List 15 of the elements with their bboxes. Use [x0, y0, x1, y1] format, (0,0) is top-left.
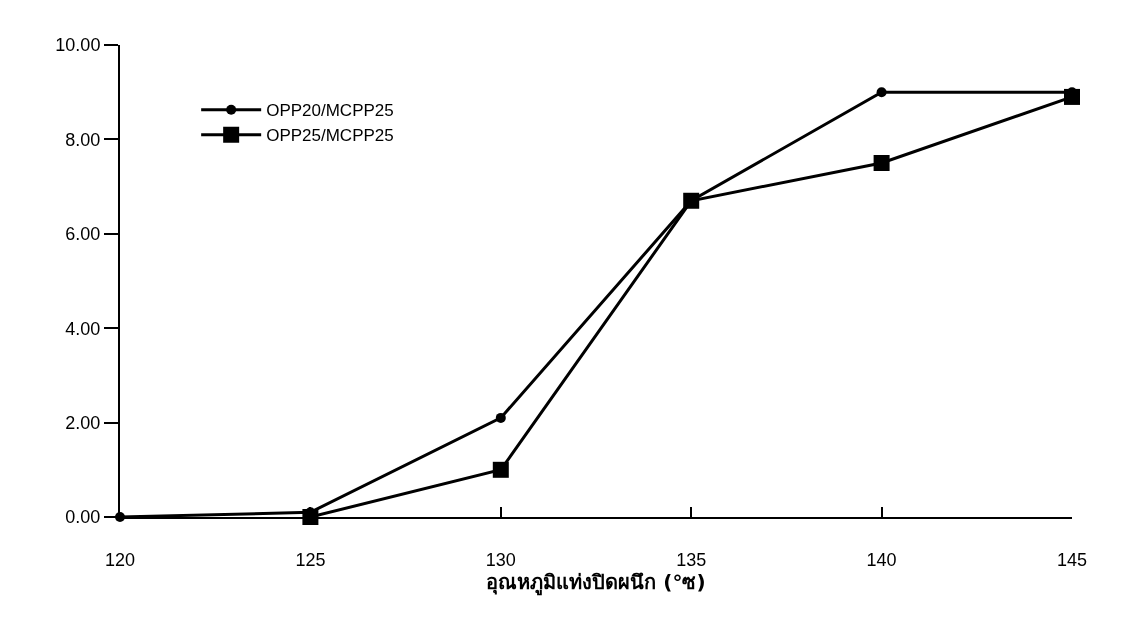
legend-label: OPP20/MCPP25 [266, 101, 394, 121]
x-tick-label: 130 [485, 549, 516, 570]
x-axis-title: อุณหภูมิแท่งปิดผนึก (°ซ) [486, 569, 706, 596]
y-tick-label: 6.00 [65, 224, 101, 245]
y-tick-label: 8.00 [65, 129, 101, 150]
x-tick-label: 120 [104, 549, 136, 570]
x-tick-label: 135 [676, 549, 707, 570]
x-tick-label: 140 [866, 549, 897, 570]
legend-label: OPP25/MCPP25 [266, 126, 394, 146]
y-tick-label: 2.00 [65, 412, 101, 433]
y-tick-label: 4.00 [65, 318, 101, 339]
y-tick-label: 0.00 [65, 507, 101, 528]
x-tick-label: 125 [295, 549, 326, 570]
x-tick-label: 145 [1056, 549, 1088, 570]
y-tick-label: 10.00 [55, 35, 101, 56]
